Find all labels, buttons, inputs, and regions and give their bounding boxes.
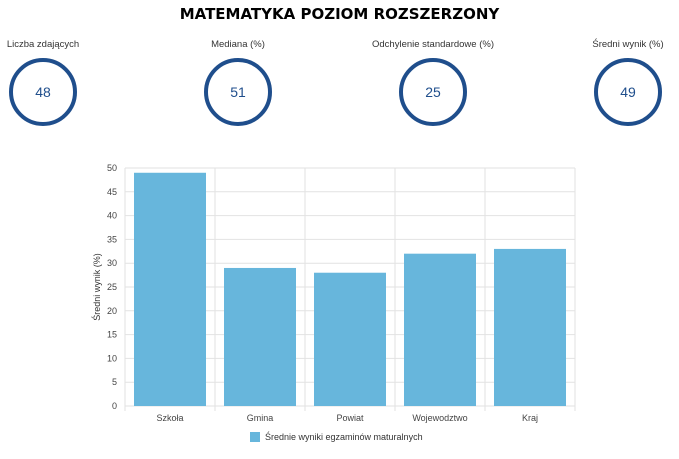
- stat-stddev: Odchylenie standardowe (%) 25: [368, 38, 498, 126]
- legend-label: Średnie wyniki egzaminów maturalnych: [265, 432, 423, 442]
- chart-bars: [134, 172, 566, 406]
- bar: [224, 267, 296, 406]
- x-tick-label: Wojewodztwo: [412, 413, 467, 423]
- y-tick-label: 50: [107, 163, 117, 173]
- y-tick-label: 0: [112, 401, 117, 411]
- stat-median-value: 51: [204, 58, 272, 126]
- stat-count-value: 48: [9, 58, 77, 126]
- x-tick-label: Szkoła: [156, 413, 183, 423]
- bar: [134, 172, 206, 406]
- stat-stddev-value: 25: [399, 58, 467, 126]
- x-tick-label: Kraj: [522, 413, 538, 423]
- stat-count-label: Liczba zdających: [6, 39, 80, 50]
- legend-swatch: [250, 432, 260, 442]
- x-tick-label: Powiat: [336, 413, 364, 423]
- bar: [404, 253, 476, 406]
- stat-median-label: Mediana (%): [211, 39, 265, 50]
- y-tick-label: 25: [107, 282, 117, 292]
- stat-mean: Średni wynik (%) 49: [563, 38, 679, 126]
- y-tick-label: 5: [112, 377, 117, 387]
- y-tick-label: 45: [107, 187, 117, 197]
- stat-stddev-label: Odchylenie standardowe (%): [372, 39, 494, 50]
- y-tick-label: 30: [107, 258, 117, 268]
- page-title: MATEMATYKA POZIOM ROZSZERZONY: [179, 5, 500, 23]
- y-axis-label: Średni wynik (%): [91, 253, 102, 321]
- bar: [494, 248, 566, 406]
- stat-count: Liczba zdających 48: [0, 38, 108, 126]
- y-tick-label: 15: [107, 330, 117, 340]
- bar: [314, 272, 386, 406]
- chart-legend: Średnie wyniki egzaminów maturalnych: [250, 432, 423, 442]
- y-tick-label: 10: [107, 353, 117, 363]
- x-tick-label: Gmina: [247, 413, 274, 423]
- y-tick-label: 20: [107, 306, 117, 316]
- chart-labels: 0 5 10 15 20 25 30 35 40 45 50 Szkoła Gmina Powiat Woj…: [91, 163, 538, 423]
- stat-mean-label: Średni wynik (%): [592, 39, 664, 50]
- y-tick-label: 40: [107, 211, 117, 221]
- stat-mean-value: 49: [594, 58, 662, 126]
- stat-median: Mediana (%) 51: [173, 38, 303, 126]
- y-tick-label: 35: [107, 234, 117, 244]
